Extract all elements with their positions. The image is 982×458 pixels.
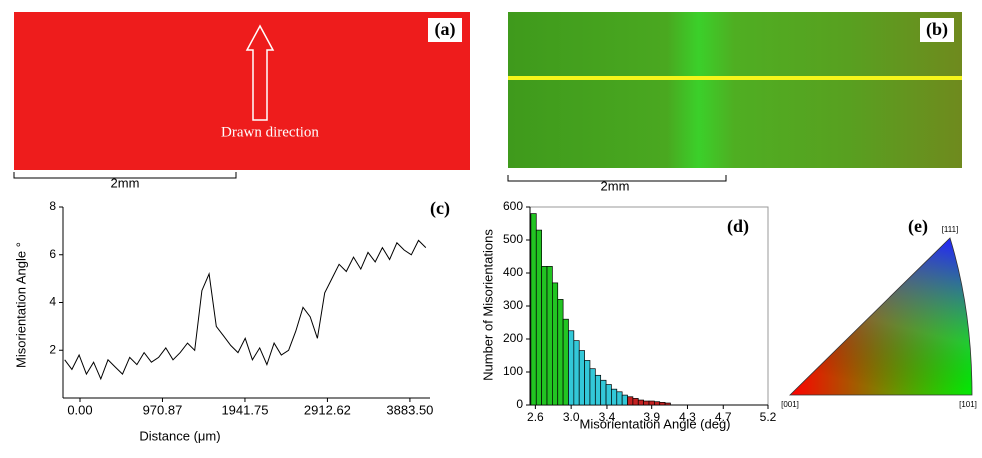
bar (574, 341, 579, 405)
x-axis-label: Distance (μm) (139, 428, 220, 443)
corner-label: [111] (942, 225, 959, 234)
y-tick-label: 300 (503, 298, 523, 312)
corner-label: [101] (959, 400, 977, 409)
bar (542, 266, 547, 405)
y-tick-label: 100 (503, 364, 523, 378)
y-tick-label: 4 (49, 295, 56, 309)
corner-label: [001] (781, 400, 799, 409)
bar (585, 360, 590, 405)
bar (558, 299, 563, 405)
bar (654, 402, 659, 405)
y-tick-label: 400 (503, 265, 523, 279)
bar (628, 397, 633, 405)
bar (649, 401, 654, 405)
figure-canvas: Drawn direction (a) 2mm (b) 2mm (e) [111… (0, 0, 982, 453)
bar (601, 380, 606, 405)
figure: Drawn direction (a) 2mm (b) 2mm (e) [111… (0, 0, 982, 453)
y-tick-label: 500 (503, 232, 523, 246)
panel-label: (a) (435, 19, 456, 40)
panel-label: (d) (727, 216, 749, 237)
bar (665, 403, 670, 405)
bar (552, 283, 557, 405)
bar (563, 319, 568, 405)
bar (638, 400, 643, 405)
y-axis-label: Number of Misorientations (480, 229, 495, 381)
bar (531, 214, 536, 405)
x-tick-label: 1941.75 (221, 402, 268, 417)
bar (595, 375, 600, 405)
scale-label: 2mm (601, 178, 630, 193)
bar (611, 389, 616, 405)
x-axis-label: Misorientation Angle (deg) (579, 416, 730, 431)
ebsd-map-b (508, 12, 962, 168)
y-axis-label: Misorientation Angle ° (13, 242, 28, 368)
x-tick-label: 3.0 (563, 410, 580, 424)
y-tick-label: 0 (516, 397, 523, 411)
x-tick-label: 5.2 (760, 410, 777, 424)
bar (622, 395, 627, 405)
bar (568, 331, 573, 405)
bar (536, 230, 541, 405)
bar (660, 402, 665, 405)
annotation: Drawn direction (221, 124, 319, 140)
data-line (65, 240, 426, 379)
ebsd-map-a (14, 12, 470, 170)
bar (547, 266, 552, 405)
scale-label: 2mm (111, 175, 140, 190)
bar (644, 401, 649, 405)
x-tick-label: 3883.50 (386, 402, 433, 417)
y-tick-label: 6 (49, 247, 56, 261)
y-tick-label: 600 (503, 199, 523, 213)
panel-label: (c) (430, 198, 450, 219)
bar (633, 398, 638, 405)
y-tick-label: 200 (503, 331, 523, 345)
panel-label: (e) (908, 216, 928, 237)
x-tick-label: 2912.62 (304, 402, 351, 417)
bar (606, 385, 611, 405)
x-tick-label: 2.6 (527, 410, 544, 424)
panel-label: (b) (926, 19, 948, 40)
x-tick-label: 970.87 (143, 402, 183, 417)
bar (579, 351, 584, 405)
ipf-triangle-overlay (790, 238, 972, 395)
x-tick-label: 0.00 (67, 402, 92, 417)
bar (590, 369, 595, 405)
y-tick-label: 2 (49, 342, 56, 356)
bar (617, 392, 622, 405)
y-tick-label: 8 (49, 199, 56, 213)
